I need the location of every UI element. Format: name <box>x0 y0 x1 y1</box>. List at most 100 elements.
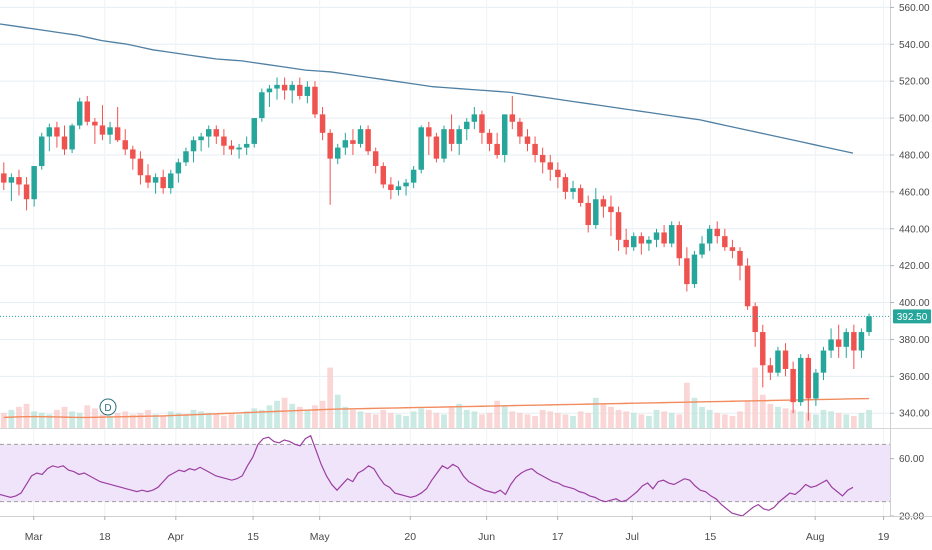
candle-body <box>866 316 872 333</box>
price-axis-label: 560.00 <box>899 3 930 14</box>
price-axis-label: 520.00 <box>899 77 930 88</box>
candle-body <box>524 136 531 144</box>
candle <box>555 162 561 189</box>
candle-body <box>494 143 500 155</box>
candle <box>471 107 478 130</box>
candle-body <box>638 236 645 244</box>
candle-body <box>403 182 409 187</box>
candle <box>99 105 106 141</box>
candle <box>39 132 45 170</box>
volume-bar <box>372 414 379 428</box>
time-axis-label: 17 <box>552 531 564 543</box>
volume-bar <box>630 412 637 428</box>
candle-body <box>479 114 485 133</box>
dividend-marker[interactable]: D <box>99 398 117 416</box>
candle-body <box>570 188 576 192</box>
candle-body <box>259 92 265 119</box>
oscillator-band <box>0 444 890 502</box>
candle-body <box>805 357 812 399</box>
candle <box>327 129 333 205</box>
candle-body <box>266 88 273 93</box>
candle <box>23 177 30 211</box>
candle-body <box>441 129 447 159</box>
volume-bar <box>137 412 144 428</box>
volume-bar <box>691 397 698 428</box>
volume-bar <box>175 412 182 428</box>
candle-body <box>608 206 614 213</box>
candle <box>479 110 485 144</box>
price-axis[interactable]: 560.00 540.00 520.00 500.00 480.00 460.00 440.… <box>890 3 930 420</box>
time-axis-label: 18 <box>99 531 111 543</box>
price-axis-label: 500.00 <box>899 114 930 125</box>
candle <box>228 140 235 155</box>
candle <box>168 169 174 194</box>
candle-body <box>448 129 455 144</box>
time-axis-label: May <box>310 531 331 543</box>
candle <box>198 132 204 152</box>
volume-bar <box>517 412 523 428</box>
volume-bar <box>228 412 235 428</box>
candle-body <box>426 127 432 137</box>
volume-bar <box>129 414 136 428</box>
candle-body <box>691 254 698 285</box>
volume-bar <box>646 415 652 428</box>
volume-bar <box>334 394 341 428</box>
candle <box>797 354 804 406</box>
volume-bar <box>501 405 508 428</box>
candle <box>668 221 675 248</box>
volume-bar <box>54 409 60 428</box>
candle-body <box>319 114 326 133</box>
volume-bar <box>835 412 842 428</box>
candle-body <box>676 225 683 259</box>
volume-bar <box>289 403 296 428</box>
volume-bar <box>592 397 599 428</box>
candle <box>441 125 447 163</box>
candle <box>593 188 599 229</box>
candle-body <box>114 127 121 141</box>
volume-bar <box>46 414 53 428</box>
candle-body <box>31 166 37 200</box>
volume-bar <box>547 411 554 428</box>
volume-bar <box>395 414 402 428</box>
volume-bar <box>820 409 827 428</box>
candle <box>221 129 227 155</box>
candle-body <box>304 86 311 96</box>
time-axis-label: Aug <box>806 531 825 543</box>
candle-body <box>760 332 766 366</box>
volume-bar <box>425 409 432 428</box>
price-axis-label: 360.00 <box>899 372 930 383</box>
candle <box>722 228 728 251</box>
candle <box>790 361 796 414</box>
time-axis[interactable]: Mar 18 Apr 15 May 20 Jun 17 Jul 15 Aug 19 <box>25 516 890 543</box>
volume-bar <box>357 411 364 428</box>
candle-body <box>851 332 857 351</box>
volume-bar <box>850 415 857 428</box>
candle <box>418 125 424 174</box>
volume-bar <box>721 414 728 428</box>
candle <box>494 132 500 159</box>
volume-bar <box>463 409 470 428</box>
candle-body <box>213 129 220 137</box>
candle-body <box>820 350 827 373</box>
volume-bar <box>243 411 250 428</box>
candle-body <box>744 265 751 307</box>
volume-bar <box>585 412 592 428</box>
volume-bar <box>683 382 690 428</box>
candle-body <box>767 365 774 373</box>
candle-body <box>228 145 235 150</box>
candle-body <box>562 177 569 192</box>
volume-bar <box>486 412 493 428</box>
candle <box>236 143 242 159</box>
time-axis-label: 19 <box>878 531 890 543</box>
candle <box>175 158 182 183</box>
candle <box>410 166 417 189</box>
volume-bar <box>524 414 531 428</box>
volume-bar <box>615 409 622 428</box>
volume-bar <box>190 409 197 428</box>
candle-body <box>706 228 713 244</box>
candle-body <box>168 173 174 189</box>
candle-body <box>145 175 151 183</box>
candle-body <box>183 151 189 163</box>
